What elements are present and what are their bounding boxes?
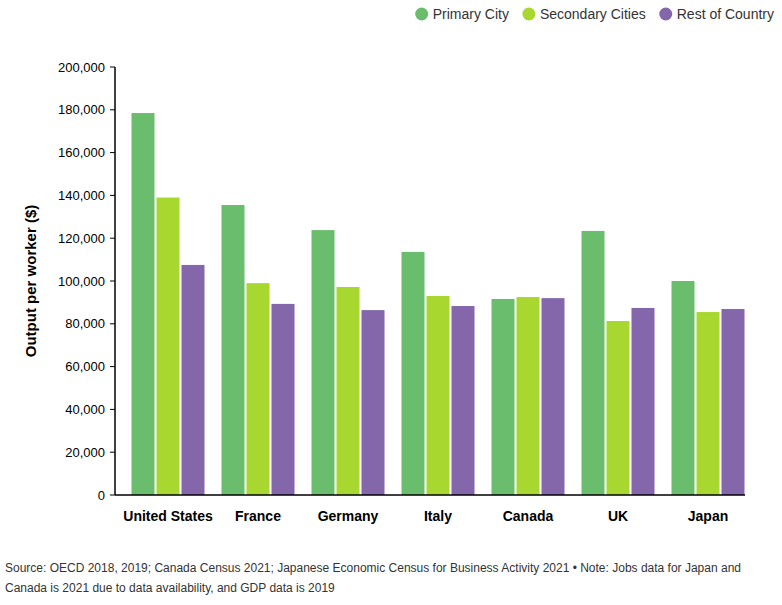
y-tick-label: 180,000 — [58, 102, 105, 117]
x-tick-label: Germany — [318, 508, 379, 524]
legend-label: Primary City — [433, 6, 509, 22]
bar — [182, 265, 205, 495]
caption: Source: OECD 2018, 2019; Canada Census 2… — [5, 558, 777, 598]
legend-swatch — [522, 8, 535, 21]
y-tick-label: 0 — [98, 488, 105, 503]
bar — [452, 306, 475, 495]
bar — [132, 113, 155, 495]
y-tick-label: 40,000 — [65, 402, 105, 417]
bar — [542, 298, 565, 495]
bar — [722, 309, 745, 495]
y-tick-label: 80,000 — [65, 316, 105, 331]
bar — [607, 321, 630, 495]
x-axis — [115, 494, 745, 496]
bar — [402, 252, 425, 495]
legend: Primary City Secondary Cities Rest of Coun… — [415, 6, 774, 22]
x-tick-label: Japan — [688, 508, 728, 524]
chart: 0 20,000 40,000 60,000 80,000 100,000 120,000 1… — [0, 0, 782, 555]
bar — [312, 230, 335, 495]
y-tick-label: 200,000 — [58, 60, 105, 75]
y-axis-label: Output per worker ($) — [22, 205, 39, 358]
legend-swatch — [659, 8, 672, 21]
x-tick-label: Italy — [424, 508, 452, 524]
bar — [272, 304, 295, 495]
bar — [222, 205, 245, 495]
y-axis — [114, 67, 116, 495]
bar — [247, 283, 270, 495]
y-tick-label: 20,000 — [65, 445, 105, 460]
bar — [582, 231, 605, 495]
legend-swatch — [415, 8, 428, 21]
x-tick-label: United States — [123, 508, 213, 524]
bar — [632, 308, 655, 495]
bars — [132, 113, 745, 495]
x-tick-label: UK — [608, 508, 628, 524]
bar — [517, 297, 540, 495]
legend-label: Secondary Cities — [540, 6, 646, 22]
bar — [337, 287, 360, 495]
y-tick-label: 100,000 — [58, 274, 105, 289]
bar — [362, 310, 385, 495]
y-tick-label: 160,000 — [58, 145, 105, 160]
y-tick-label: 120,000 — [58, 231, 105, 246]
y-tick-label: 60,000 — [65, 359, 105, 374]
y-tick-label: 140,000 — [58, 188, 105, 203]
x-tick-label: France — [235, 508, 281, 524]
bar — [157, 198, 180, 495]
bar — [427, 296, 450, 495]
bar — [697, 312, 720, 495]
bar — [672, 281, 695, 495]
bar — [492, 299, 515, 495]
legend-label: Rest of Country — [677, 6, 774, 22]
x-tick-label: Canada — [503, 508, 554, 524]
